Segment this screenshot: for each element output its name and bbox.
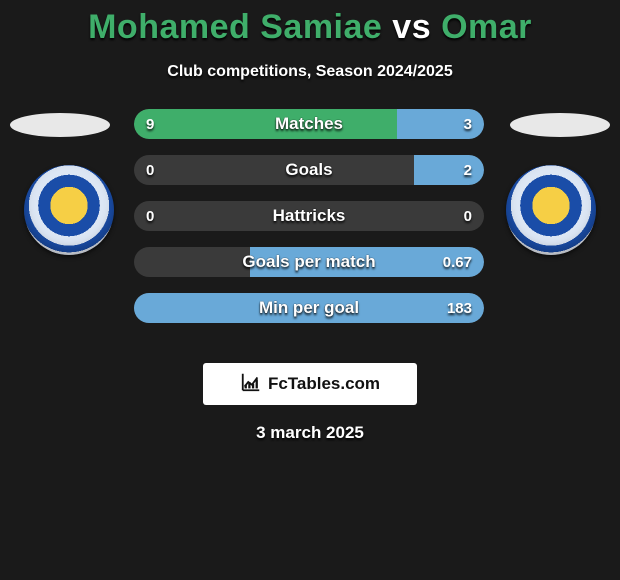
stat-label: Matches <box>134 109 484 139</box>
branding-badge: FcTables.com <box>203 363 417 405</box>
club-crest-left <box>24 165 114 255</box>
stat-label: Min per goal <box>134 293 484 323</box>
branding-text: FcTables.com <box>268 374 380 394</box>
title-player-left: Mohamed Samiae <box>88 8 382 46</box>
stat-label: Goals <box>134 155 484 185</box>
stat-label: Goals per match <box>134 247 484 277</box>
avatar-left-placeholder <box>10 113 110 137</box>
footer-date: 3 march 2025 <box>0 423 620 443</box>
stat-bar: 183Min per goal <box>134 293 484 323</box>
subtitle: Club competitions, Season 2024/2025 <box>0 63 620 81</box>
stat-bars: 93Matches 02Goals 00Hattricks 0.67Goals per… <box>134 109 484 339</box>
chart-icon <box>240 371 262 398</box>
stat-bar: 02Goals <box>134 155 484 185</box>
stat-bar: 00Hattricks <box>134 201 484 231</box>
title-player-right: Omar <box>441 8 532 46</box>
stat-label: Hattricks <box>134 201 484 231</box>
comparison-title: Mohamed Samiae vs Omar <box>0 0 620 47</box>
stat-bar: 93Matches <box>134 109 484 139</box>
avatar-right-placeholder <box>510 113 610 137</box>
club-crest-right <box>506 165 596 255</box>
title-vs: vs <box>392 8 431 46</box>
stat-bar: 0.67Goals per match <box>134 247 484 277</box>
comparison-body: 93Matches 02Goals 00Hattricks 0.67Goals per… <box>0 109 620 349</box>
